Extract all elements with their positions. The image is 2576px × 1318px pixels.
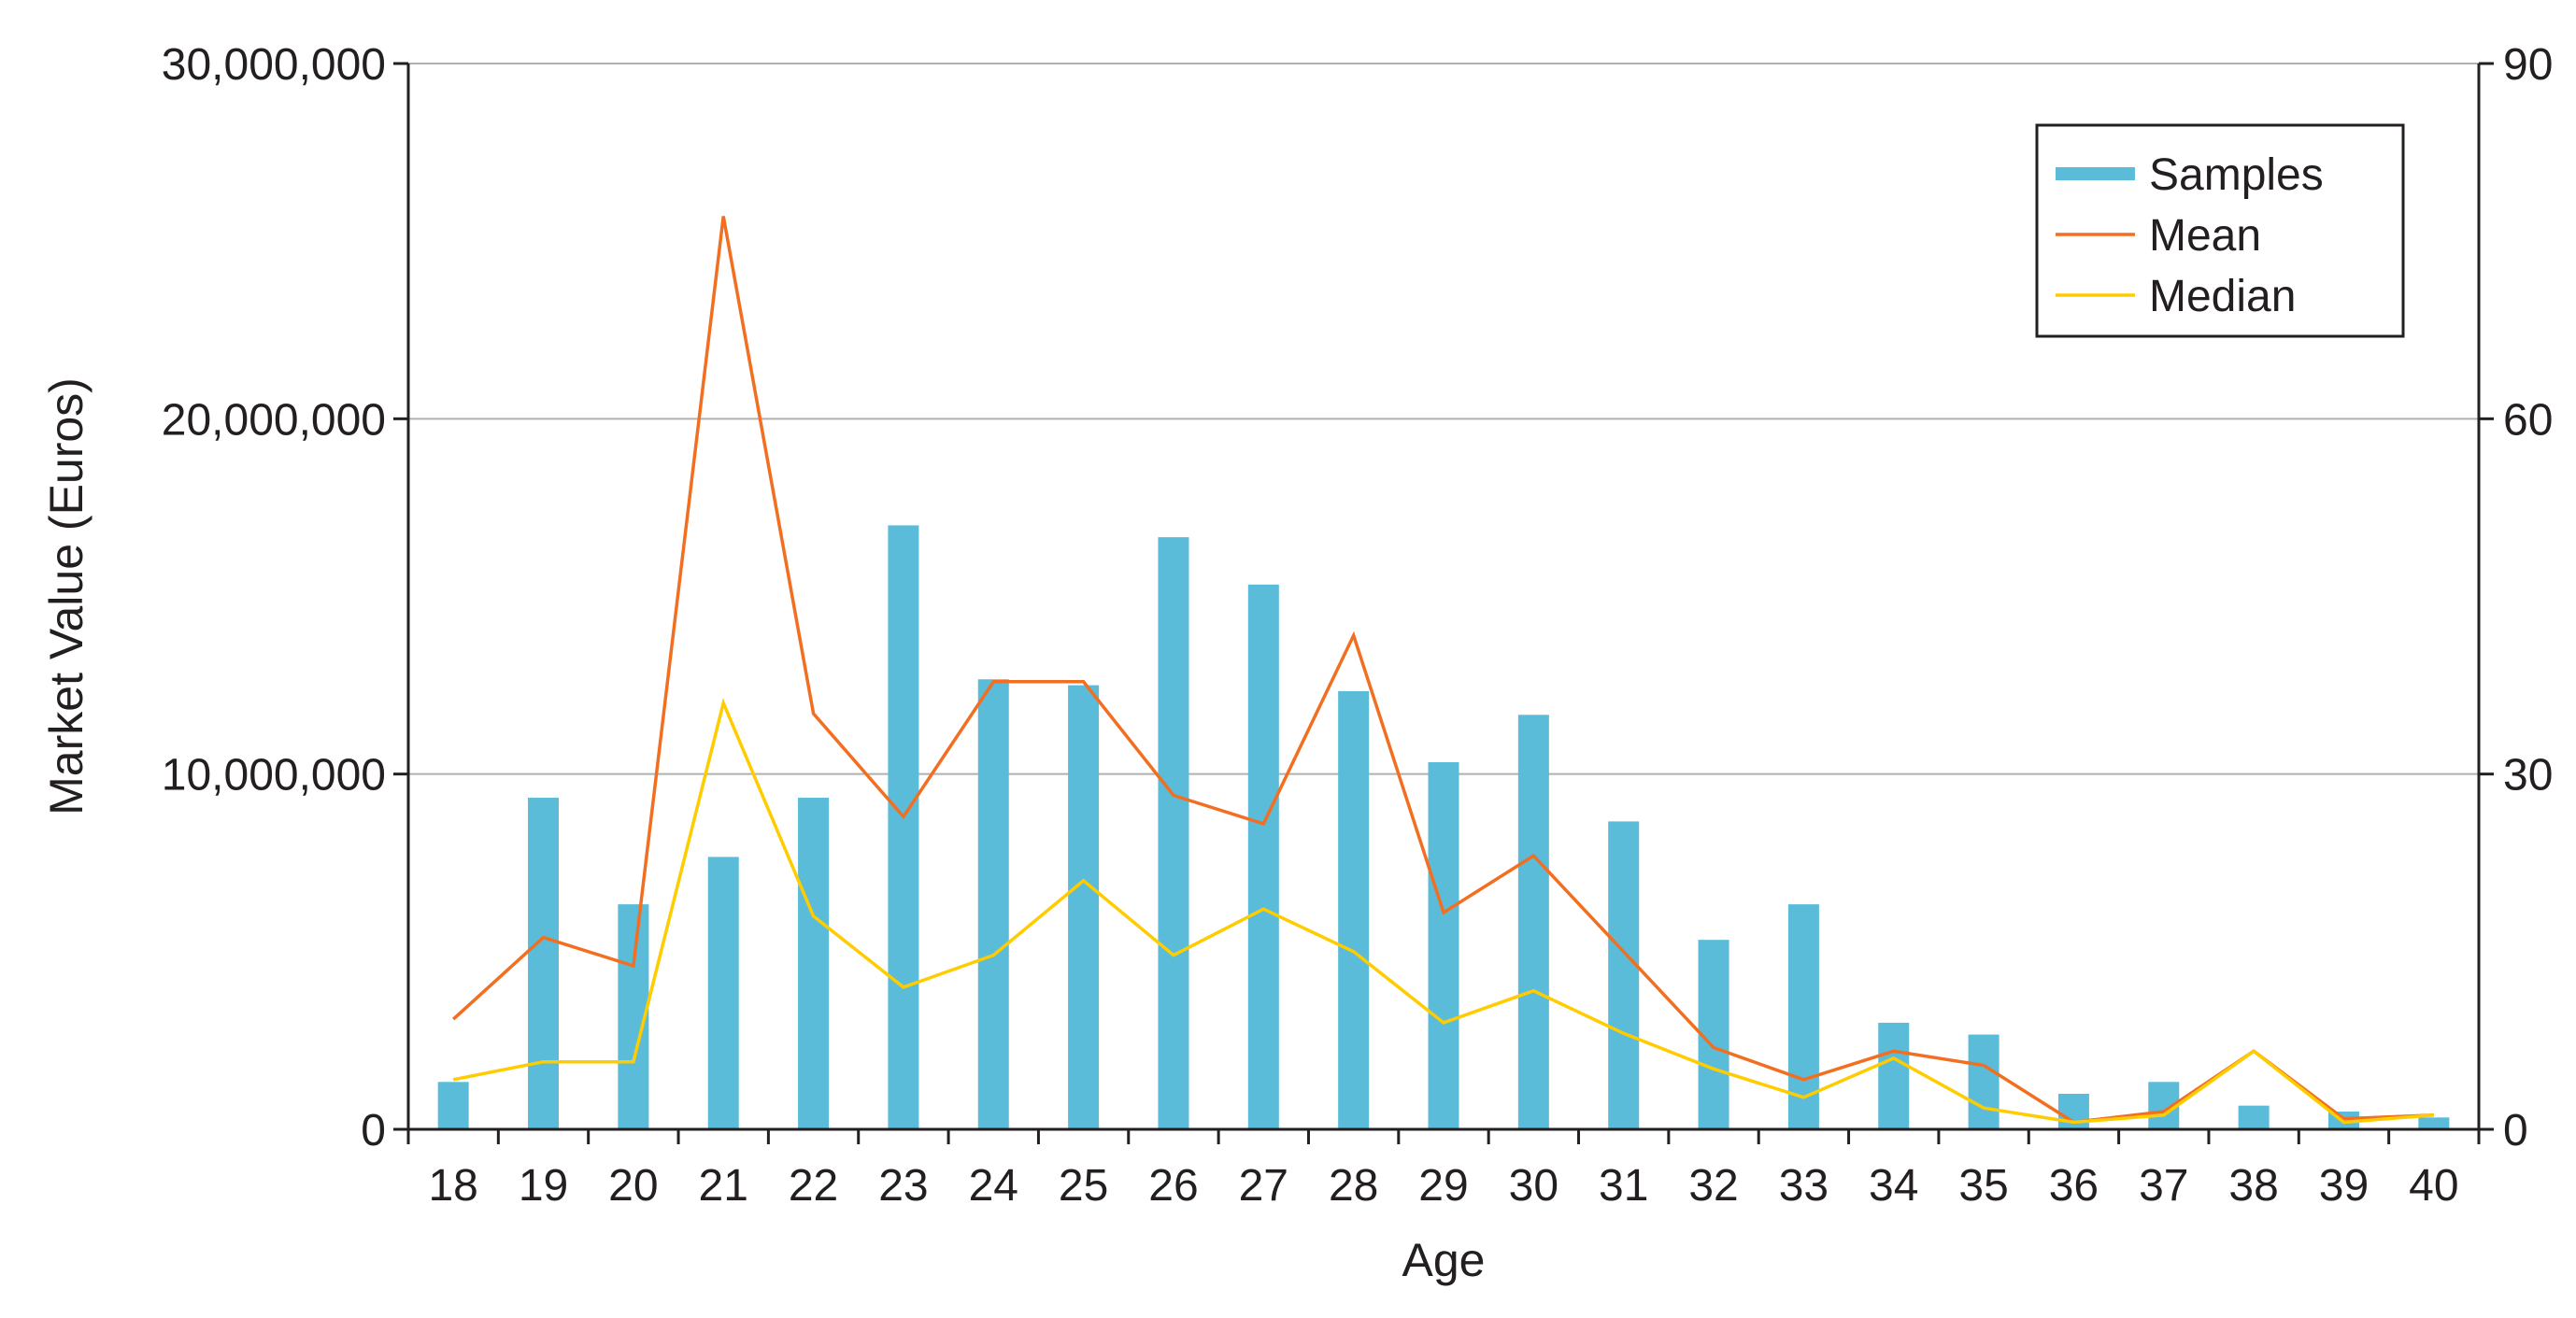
x-tick-label: 37 <box>2139 1161 2188 1211</box>
y-tick-label-left: 20,000,000 <box>162 395 386 445</box>
bar-samples-26 <box>1158 537 1189 1129</box>
x-tick-label: 26 <box>1148 1161 1198 1211</box>
bar-samples-23 <box>888 525 919 1129</box>
x-tick-label: 34 <box>1869 1161 1918 1211</box>
bars <box>437 525 2450 1129</box>
bar-samples-22 <box>798 798 830 1129</box>
x-tick-label: 33 <box>1779 1161 1829 1211</box>
x-tick-label: 27 <box>1239 1161 1288 1211</box>
bar-samples-35 <box>1968 1034 2000 1129</box>
x-axis-title: Age <box>1402 1234 1486 1286</box>
legend-label-mean: Mean <box>2149 211 2261 261</box>
bar-samples-24 <box>977 679 1009 1129</box>
bar-samples-25 <box>1068 685 1100 1129</box>
x-tick-label: 36 <box>2049 1161 2099 1211</box>
legend-label-median: Median <box>2149 272 2296 321</box>
x-tick-label: 31 <box>1599 1161 1648 1211</box>
x-tick-label: 23 <box>878 1161 928 1211</box>
bar-samples-19 <box>528 798 560 1129</box>
bar-samples-36 <box>2057 1093 2089 1129</box>
bar-samples-28 <box>1338 690 1370 1129</box>
x-tick-label: 38 <box>2228 1161 2278 1211</box>
legend-box <box>2035 123 2405 338</box>
bar-samples-38 <box>2238 1105 2270 1129</box>
bar-samples-18 <box>437 1082 469 1129</box>
bar-samples-40 <box>2418 1117 2450 1129</box>
x-tick-label: 21 <box>699 1161 748 1211</box>
x-tick-label: 40 <box>2409 1161 2458 1211</box>
y-tick-label-left: 0 <box>361 1106 386 1155</box>
legend-label-samples: Samples <box>2149 150 2324 200</box>
x-tick-label: 18 <box>428 1161 477 1211</box>
x-tick-label: 22 <box>789 1161 838 1211</box>
x-tick-label: 19 <box>519 1161 568 1211</box>
x-tick-label: 25 <box>1059 1161 1108 1211</box>
x-tick-label: 20 <box>608 1161 658 1211</box>
bar-samples-30 <box>1517 715 1549 1129</box>
y-axis-title: Market Value (Euros) <box>40 377 93 815</box>
lines <box>452 216 2434 1125</box>
x-tick-label: 28 <box>1329 1161 1378 1211</box>
x-tick-label: 32 <box>1688 1161 1738 1211</box>
x-tick-label: 29 <box>1418 1161 1468 1211</box>
y-tick-label-right: 30 <box>2503 751 2553 801</box>
bar-samples-21 <box>707 857 739 1129</box>
y-tick-label-left: 30,000,000 <box>162 40 386 90</box>
y-tick-label-right: 60 <box>2503 395 2553 445</box>
bar-samples-27 <box>1247 584 1279 1129</box>
bar-samples-31 <box>1608 821 1640 1129</box>
line-median <box>452 698 2434 1125</box>
bar-samples-34 <box>1878 1022 1910 1129</box>
y-tick-label-left: 10,000,000 <box>162 751 386 801</box>
bar-samples-29 <box>1428 761 1459 1129</box>
legend: Samples Mean Median <box>2035 123 2405 338</box>
y-tick-label-right: 90 <box>2503 40 2553 90</box>
y-tick-label-right: 0 <box>2503 1106 2528 1155</box>
x-tick-label: 24 <box>969 1161 1018 1211</box>
x-tick-label: 30 <box>1509 1161 1558 1211</box>
axes: 0 10,000,000 20,000,000 30,000,000 0 30 60 90 18… <box>40 40 2553 1286</box>
x-tick-label: 39 <box>2319 1161 2369 1211</box>
x-tick-label: 35 <box>1958 1161 2008 1211</box>
